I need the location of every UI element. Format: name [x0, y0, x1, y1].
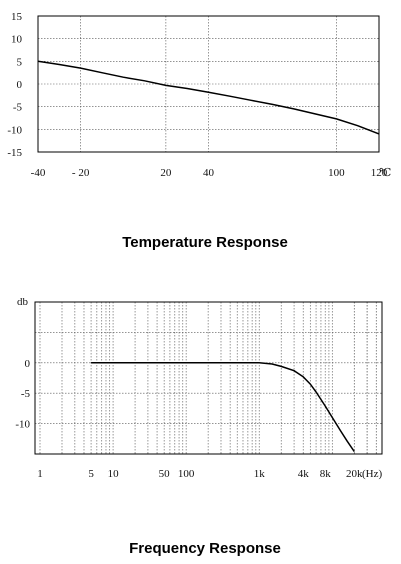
- y-tick-label: 0: [17, 79, 23, 91]
- x-unit-label: (Hz): [362, 468, 382, 480]
- x-tick-label: 100: [178, 468, 195, 480]
- y-tick-label: -10: [7, 124, 22, 136]
- x-tick-label: 120: [371, 167, 388, 179]
- chart-title: Temperature Response: [122, 234, 288, 251]
- series-line: [91, 362, 355, 453]
- x-tick-label: 8k: [320, 468, 332, 480]
- y-tick-label: -15: [7, 147, 22, 159]
- plot-frame: [34, 301, 383, 455]
- x-tick-label: 20: [160, 167, 172, 179]
- y-axis-label: db: [17, 296, 29, 308]
- x-tick-label: 40: [203, 167, 215, 179]
- y-tick-label: 5: [17, 56, 23, 68]
- x-tick-label: - 20: [72, 167, 90, 179]
- frequency-response-chart: db 0 -5 -10 1 5 10 50 100 1k 4k 8k 20k (Hz) Freque…: [15, 296, 383, 557]
- x-tick-label: 5: [88, 468, 94, 480]
- y-tick-label: -5: [13, 102, 23, 114]
- y-tick-label: 0: [25, 358, 31, 370]
- x-tick-label: 1k: [254, 468, 266, 480]
- x-tick-label: 1: [37, 468, 43, 480]
- x-tick-label: -40: [31, 167, 46, 179]
- x-unit-label: ℃: [379, 167, 391, 179]
- y-tick-label: 15: [11, 11, 23, 23]
- x-tick-label: 100: [328, 167, 345, 179]
- x-tick-label: 10: [108, 468, 120, 480]
- y-tick-label: 10: [11, 34, 23, 46]
- x-tick-label: 50: [159, 468, 171, 480]
- x-tick-label: 20k: [346, 468, 363, 480]
- y-tick-label: -10: [15, 419, 30, 431]
- x-tick-label: 4k: [298, 468, 310, 480]
- series-line: [37, 60, 380, 135]
- temperature-response-chart: 15 10 5 0 -5 -10 -15 -40 - 20 20 40 100 120 ℃ Tempe…: [7, 11, 391, 251]
- plot-frame: [37, 15, 380, 153]
- chart-title: Frequency Response: [129, 540, 281, 557]
- y-tick-label: -5: [21, 388, 31, 400]
